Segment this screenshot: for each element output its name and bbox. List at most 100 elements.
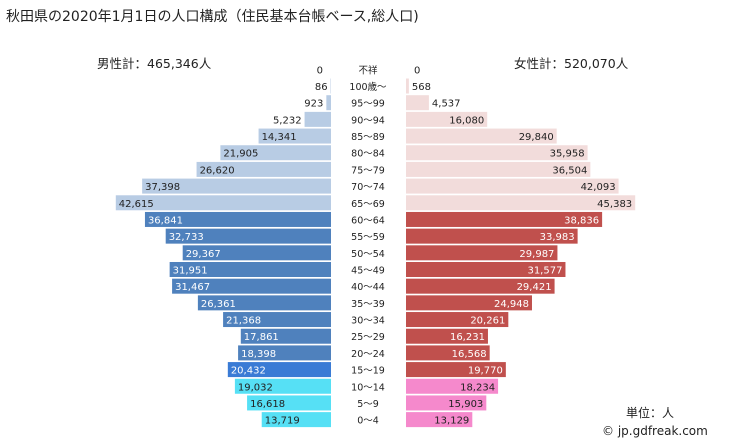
female-value-label: 42,093 [581, 182, 616, 193]
age-category-label: 60～64 [351, 215, 385, 226]
male-value-label: 31,951 [173, 266, 208, 277]
female-value-label: 29,987 [519, 249, 554, 260]
male-bar [196, 161, 331, 177]
female-value-label: 568 [412, 82, 431, 93]
female-value-label: 18,234 [460, 382, 495, 393]
age-category-label: 55～59 [351, 232, 385, 243]
female-value-label: 35,958 [550, 149, 585, 160]
male-bar [115, 195, 331, 211]
male-value-label: 26,620 [200, 165, 235, 176]
male-value-label: 13,719 [265, 416, 300, 427]
page-title: 秋田県の2020年1月1日の人口構成（住民基本台帳ベース,総人口) [6, 9, 419, 25]
female-value-label: 36,504 [552, 165, 587, 176]
female-value-label: 0 [414, 65, 420, 76]
age-category-label: 85～89 [351, 132, 385, 143]
male-value-label: 31,467 [175, 282, 210, 293]
female-bar [406, 128, 557, 144]
female-value-label: 16,080 [449, 115, 484, 126]
male-bar [258, 128, 331, 144]
male-value-label: 86 [315, 82, 328, 93]
female-value-label: 13,129 [434, 416, 469, 427]
male-value-label: 20,432 [231, 366, 266, 377]
age-category-label: 35～39 [351, 299, 385, 310]
age-category-label: 15～19 [351, 366, 385, 377]
male-bar [234, 378, 331, 394]
age-category-label: 50～54 [351, 249, 385, 260]
male-bar [144, 211, 331, 227]
male-bar [220, 145, 331, 161]
male-bar [142, 178, 331, 194]
age-category-label: 5～9 [357, 399, 379, 410]
female-value-label: 19,770 [468, 366, 503, 377]
male-value-label: 42,615 [119, 199, 154, 210]
male-value-label: 0 [317, 65, 323, 76]
male-total: 男性計：465,346人 [97, 56, 212, 71]
female-bar [406, 328, 488, 344]
male-value-label: 37,398 [145, 182, 180, 193]
male-value-label: 26,361 [201, 299, 236, 310]
female-bar [406, 395, 487, 411]
female-value-label: 4,537 [432, 99, 461, 110]
male-bar [240, 328, 331, 344]
female-total: 女性計：520,070人 [514, 56, 629, 71]
female-value-label: 33,983 [540, 232, 575, 243]
female-value-label: 29,421 [517, 282, 552, 293]
male-value-label: 5,232 [273, 115, 302, 126]
female-bar [406, 145, 588, 161]
female-bar [406, 345, 490, 361]
age-category-label: 95～99 [351, 99, 385, 110]
female-value-label: 16,231 [450, 332, 485, 343]
female-value-label: 38,836 [564, 215, 599, 226]
male-bar [238, 345, 331, 361]
female-bar [406, 211, 603, 227]
male-value-label: 16,618 [250, 399, 285, 410]
age-category-label: 45～49 [351, 266, 385, 277]
female-bar [406, 111, 488, 127]
male-value-label: 17,861 [244, 332, 279, 343]
female-bar [406, 178, 619, 194]
male-bar [261, 412, 331, 428]
female-value-label: 45,383 [597, 199, 632, 210]
male-value-label: 923 [304, 99, 323, 110]
age-category-label: 70～74 [351, 182, 385, 193]
male-bar [165, 228, 331, 244]
female-bar [406, 78, 409, 94]
female-bar [406, 228, 578, 244]
age-category-label: 80～84 [351, 149, 385, 160]
female-value-label: 29,840 [519, 132, 554, 143]
male-value-label: 18,398 [241, 349, 276, 360]
age-category-label: 不祥 [358, 64, 378, 76]
credit-text: © jp.gdfreak.com [602, 424, 708, 438]
female-bar [406, 95, 429, 111]
male-bar [247, 395, 331, 411]
male-value-label: 29,367 [186, 249, 221, 260]
female-bar [406, 362, 506, 378]
female-bar [406, 278, 555, 294]
male-bar [223, 312, 331, 328]
age-category-label: 100歳～ [349, 81, 387, 93]
age-category-label: 20～24 [351, 349, 385, 360]
female-value-label: 24,948 [494, 299, 529, 310]
age-category-label: 0～4 [357, 416, 379, 427]
age-category-label: 30～34 [351, 316, 385, 327]
female-bar [406, 312, 509, 328]
female-bar [406, 161, 591, 177]
male-bar [227, 362, 331, 378]
female-bar [406, 245, 558, 261]
male-bar [169, 262, 331, 277]
age-category-label: 40～44 [351, 282, 385, 293]
male-value-label: 19,032 [238, 382, 273, 393]
female-bar [406, 195, 636, 211]
male-bar [304, 111, 331, 127]
male-bar [197, 295, 331, 311]
male-value-label: 21,905 [223, 149, 258, 160]
male-value-label: 14,341 [262, 132, 297, 143]
male-value-label: 21,368 [226, 316, 261, 327]
female-bar [406, 262, 566, 277]
age-category-label: 65～69 [351, 199, 385, 210]
male-bar [172, 278, 331, 294]
female-value-label: 15,903 [448, 399, 483, 410]
age-category-label: 25～29 [351, 332, 385, 343]
male-bar [182, 245, 331, 261]
